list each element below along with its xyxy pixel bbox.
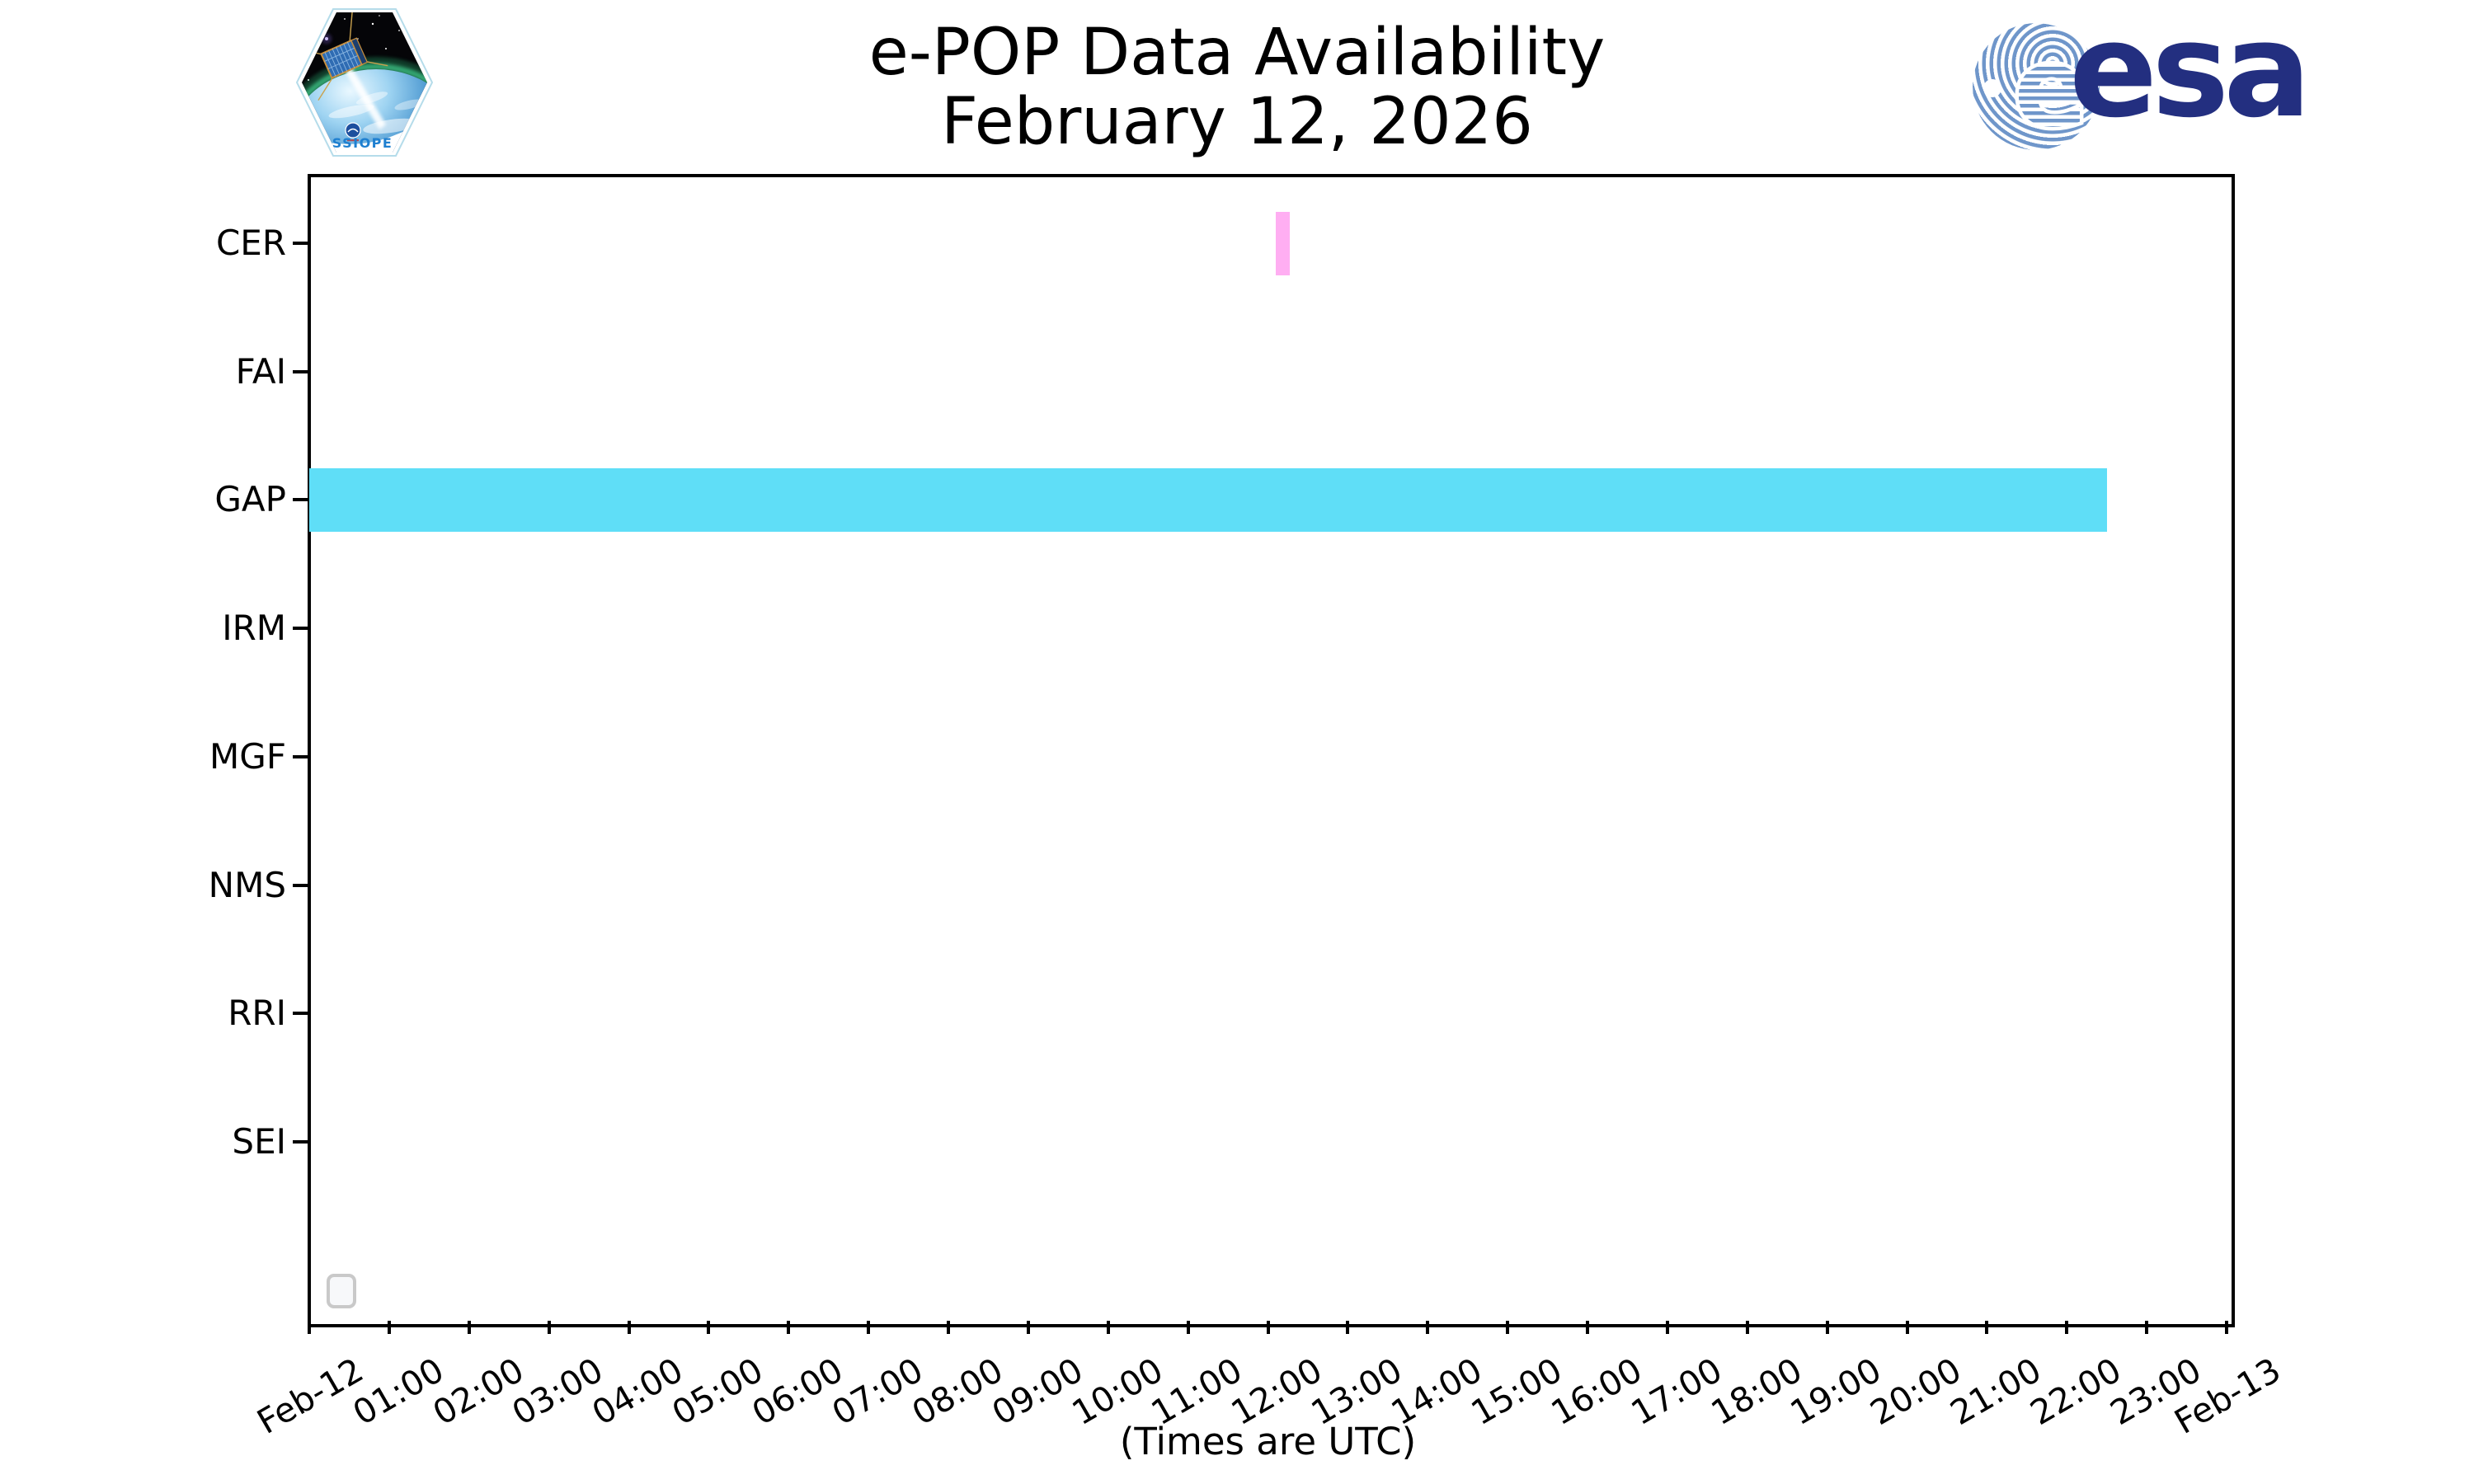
y-axis-tick-sei (293, 1139, 308, 1144)
x-axis-tick-14 (1426, 1321, 1430, 1334)
x-axis-tick-8 (947, 1321, 950, 1334)
x-axis-tick-21 (1985, 1321, 1989, 1334)
esa-wordmark: esa (2069, 0, 2312, 147)
y-axis-tick-cer (293, 242, 308, 245)
x-axis-tick-13 (1346, 1321, 1350, 1334)
x-axis-tick-22 (2065, 1321, 2069, 1334)
satellite (302, 12, 388, 101)
legend-box (327, 1274, 356, 1308)
y-axis-label-irm: IRM (222, 608, 286, 649)
y-axis-label-rri: RRI (228, 993, 286, 1034)
x-axis-tick-0 (308, 1321, 311, 1334)
y-axis-label-nms: NMS (208, 864, 286, 905)
x-axis-tick-7 (867, 1321, 871, 1334)
y-axis-tick-nms (293, 883, 308, 887)
x-axis-tick-19 (1825, 1321, 1829, 1334)
x-axis-title: (Times are UTC) (1119, 1420, 1417, 1463)
csa-roundel (345, 122, 361, 142)
esa-globe-icon: e (1973, 23, 2100, 151)
x-axis-tick-24 (2225, 1321, 2228, 1334)
x-axis-tick-10 (1106, 1321, 1110, 1334)
x-axis-tick-4 (627, 1321, 631, 1334)
x-axis-tick-11 (1186, 1321, 1190, 1334)
y-axis-label-gap: GAP (214, 479, 286, 520)
y-axis-tick-mgf (293, 754, 308, 758)
x-axis-tick-23 (2145, 1321, 2149, 1334)
svg-text:e: e (2014, 25, 2088, 151)
y-axis-tick-fai (293, 369, 308, 373)
x-axis-tick-2 (467, 1321, 471, 1334)
x-axis-tick-18 (1745, 1321, 1749, 1334)
x-axis-tick-1 (387, 1321, 391, 1334)
satellite-beam (341, 62, 386, 129)
x-axis-tick-16 (1586, 1321, 1589, 1334)
esa-logo: e esa (1972, 6, 2312, 157)
chart-title-line1: e-POP Data Availability (868, 16, 1606, 90)
plot-area (308, 174, 2235, 1327)
y-axis-label-mgf: MGF (209, 735, 286, 777)
x-axis-tick-15 (1506, 1321, 1510, 1334)
y-axis-tick-irm (293, 627, 308, 631)
y-axis-tick-rri (293, 1012, 308, 1016)
y-axis-label-cer: CER (215, 223, 286, 263)
data-bar-gap (309, 467, 2107, 532)
chart-title-line2: February 12, 2026 (941, 85, 1533, 159)
x-axis-tick-9 (1026, 1321, 1030, 1334)
y-axis-label-sei: SEI (232, 1120, 286, 1162)
x-axis-tick-3 (547, 1321, 551, 1334)
x-axis-tick-20 (1905, 1321, 1909, 1334)
y-axis-label-fai: FAI (235, 350, 286, 392)
cassiope-mission-patch-logo: CASSIOPE (295, 8, 434, 157)
y-axis-tick-gap (293, 498, 308, 502)
x-axis-tick-17 (1665, 1321, 1669, 1334)
x-axis-tick-12 (1266, 1321, 1270, 1334)
x-axis-tick-5 (707, 1321, 711, 1334)
x-axis-tick-6 (787, 1321, 791, 1334)
data-bar-cer (1276, 211, 1290, 275)
chart-title: e-POP Data Availability February 12, 202… (0, 18, 2474, 157)
